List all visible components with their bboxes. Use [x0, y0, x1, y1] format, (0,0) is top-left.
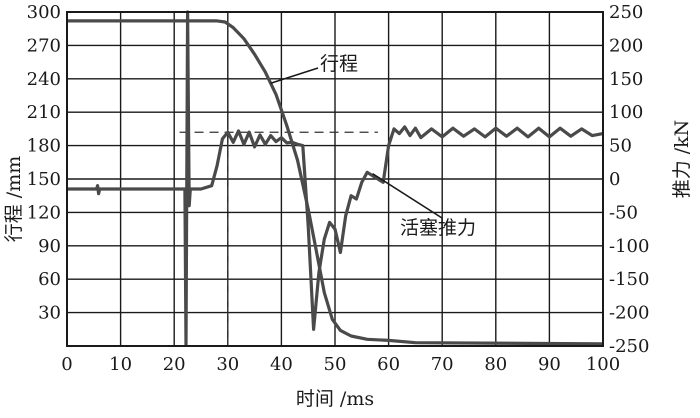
tick-labels: 0 10 20 30 40 50 60 70 80 90 100 30 60 90 120 150 180 210…	[27, 2, 650, 375]
x-tick-label: 0	[61, 354, 72, 375]
series-layer	[67, 10, 604, 347]
y-left-tick-label: 180	[27, 136, 61, 157]
y-right-tick-label: 200	[609, 35, 643, 56]
y-right-tick-label: -250	[609, 336, 649, 357]
annotation-label-stroke: 行程	[320, 53, 358, 75]
x-tick-label: 10	[109, 354, 132, 375]
y-left-tick-label: 240	[27, 69, 61, 90]
plot-frame	[66, 11, 604, 347]
y-right-tick-label: 150	[609, 69, 643, 90]
x-tick-label: 30	[216, 354, 239, 375]
x-axis-title: 时间 /ms	[296, 388, 374, 410]
y-right-tick-label: 50	[609, 136, 632, 157]
y-left-tick-label: 300	[27, 2, 61, 23]
y-axis-left-title: 行程 /mm	[3, 156, 25, 242]
y-left-tick-label: 90	[38, 236, 61, 257]
y-right-tick-label: 100	[609, 102, 643, 123]
x-tick-label: 60	[377, 354, 400, 375]
y-left-tick-label: 30	[38, 303, 61, 324]
annotation-label-thrust: 活塞推力	[400, 217, 476, 239]
y-right-tick-label: 250	[609, 2, 643, 23]
x-tick-label: 90	[538, 354, 561, 375]
grid-layer	[67, 12, 603, 346]
y-left-tick-label: 60	[38, 269, 61, 290]
y-left-tick-label: 270	[27, 35, 61, 56]
x-tick-label: 20	[163, 354, 186, 375]
x-tick-label: 70	[431, 354, 454, 375]
y-left-tick-label: 120	[27, 202, 61, 223]
y-left-tick-label: 150	[27, 169, 61, 190]
y-right-tick-label: -50	[609, 202, 638, 223]
y-right-tick-label: -150	[609, 269, 649, 290]
y-right-tick-label: -200	[609, 303, 649, 324]
x-tick-label: 40	[270, 354, 293, 375]
x-tick-label: 50	[324, 354, 347, 375]
y-left-tick-label: 210	[27, 102, 61, 123]
y-right-tick-label: 0	[609, 169, 620, 190]
annotation-leader-thrust	[372, 172, 443, 219]
reference-lines	[179, 128, 378, 346]
x-tick-label: 100	[586, 354, 620, 375]
series-stroke-line	[67, 19, 604, 346]
annotation-leader-stroke	[270, 67, 319, 85]
x-tick-label: 80	[484, 354, 507, 375]
y-right-tick-label: -100	[609, 236, 649, 257]
series-thrust-line	[67, 10, 604, 347]
y-axis-right-title: 推力 /kN	[671, 120, 693, 199]
